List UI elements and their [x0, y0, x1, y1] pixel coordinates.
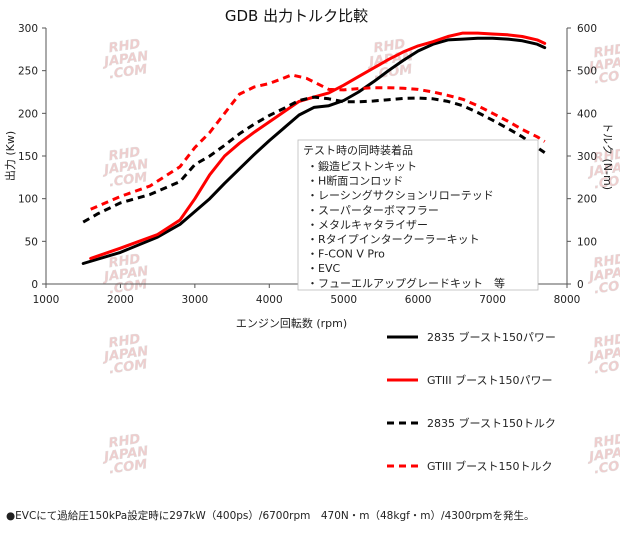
svg-text:.COM: .COM	[593, 277, 620, 297]
svg-text:JAPAN: JAPAN	[100, 444, 149, 465]
annotation-item: ・F-CON V Pro	[307, 248, 385, 261]
x-tick-label: 6000	[405, 294, 432, 306]
y-right-tick-label: 0	[577, 279, 584, 291]
svg-text:JAPAN: JAPAN	[100, 49, 149, 70]
x-label: エンジン回転数 (rpm)	[236, 317, 347, 330]
svg-text:.COM: .COM	[108, 62, 148, 82]
y-left-tick-label: 200	[18, 108, 38, 120]
x-tick-label: 7000	[479, 294, 506, 306]
annotation-item: ・EVC	[307, 262, 340, 275]
x-tick-label: 2000	[107, 294, 134, 306]
x-tick-label: 4000	[256, 294, 283, 306]
svg-text:.COM: .COM	[593, 357, 620, 377]
svg-text:.COM: .COM	[593, 172, 620, 192]
legend-label-2: GTIII ブースト150パワー	[427, 373, 553, 387]
svg-text:JAPAN: JAPAN	[585, 444, 620, 465]
series-line-3	[82, 95, 546, 224]
annotation-item: ・スーパーターボマフラー	[307, 204, 439, 217]
legend-label-1: 2835 ブースト150パワー	[427, 330, 556, 344]
y-right-label: トルク (N-m)	[601, 122, 614, 190]
svg-text:RHD: RHD	[593, 432, 620, 451]
svg-text:RHD: RHD	[108, 332, 142, 351]
svg-text:RHD: RHD	[373, 37, 407, 56]
annotation-item: ・メタルキャタライザー	[307, 218, 428, 231]
y-right-tick-label: 200	[577, 194, 597, 206]
svg-text:.COM: .COM	[108, 457, 148, 477]
annotation-item: ・フューエルアップグレードキット 等	[307, 276, 505, 290]
y-right-tick-label: 300	[577, 151, 597, 163]
svg-text:.COM: .COM	[373, 62, 413, 82]
y-right-tick-label: 600	[577, 23, 597, 35]
svg-text:.COM: .COM	[108, 357, 148, 377]
annotation-box	[297, 139, 539, 291]
svg-text:RHD: RHD	[108, 145, 142, 164]
y-right-tick-label: 400	[577, 108, 597, 120]
y-left-tick-label: 50	[25, 236, 38, 248]
x-tick-label: 1000	[33, 294, 60, 306]
annotation-item: ・H断面コンロッド	[307, 174, 403, 188]
chart-title: GDB 出力トルク比較	[225, 7, 368, 25]
svg-text:.COM: .COM	[593, 67, 620, 87]
y-right-tick-label: 100	[577, 236, 597, 248]
svg-text:RHD: RHD	[593, 147, 620, 166]
svg-text:.COM: .COM	[593, 457, 620, 477]
y-left-tick-label: 0	[31, 279, 38, 291]
y-left-tick-label: 300	[18, 23, 38, 35]
y-left-tick-label: 150	[18, 151, 38, 163]
y-left-tick-label: 250	[18, 66, 38, 78]
series-line-1	[81, 36, 547, 265]
svg-text:JAPAN: JAPAN	[100, 344, 149, 365]
annotation-item: ・Rタイプインタークーラーキット	[307, 233, 480, 246]
footnote: ●EVCにて過給圧150kPa設定時に297kW（400ps）/6700rpm …	[6, 510, 535, 522]
svg-text:JAPAN: JAPAN	[585, 344, 620, 365]
x-tick-label: 3000	[181, 294, 208, 306]
annotation-item: ・鍛造ピストンキット	[307, 159, 417, 173]
svg-text:JAPAN: JAPAN	[100, 264, 149, 285]
svg-text:JAPAN: JAPAN	[585, 159, 620, 180]
annotation-title: テスト時の同時装着品	[303, 143, 413, 157]
svg-text:RHD: RHD	[108, 432, 142, 451]
svg-text:JAPAN: JAPAN	[585, 264, 620, 285]
svg-text:RHD: RHD	[593, 332, 620, 351]
svg-text:JAPAN: JAPAN	[100, 157, 149, 178]
series-line-2	[89, 31, 547, 260]
svg-text:RHD: RHD	[108, 37, 142, 56]
svg-text:RHD: RHD	[108, 252, 142, 271]
legend-label-4: GTIII ブースト150トルク	[427, 459, 553, 473]
annotation-item: ・レーシングサクションリローテッド	[307, 188, 494, 202]
y-left-tick-label: 100	[18, 194, 38, 206]
svg-text:RHD: RHD	[593, 252, 620, 271]
x-tick-label: 5000	[330, 294, 357, 306]
svg-text:.COM: .COM	[108, 277, 148, 297]
svg-text:RHD: RHD	[593, 42, 620, 61]
legend-label-3: 2835 ブースト150トルク	[427, 416, 556, 430]
y-right-tick-label: 500	[577, 66, 597, 78]
svg-text:.COM: .COM	[108, 170, 148, 190]
y-left-label: 出力 (Kw)	[3, 131, 17, 181]
x-tick-label: 8000	[554, 294, 581, 306]
svg-text:JAPAN: JAPAN	[585, 54, 620, 75]
